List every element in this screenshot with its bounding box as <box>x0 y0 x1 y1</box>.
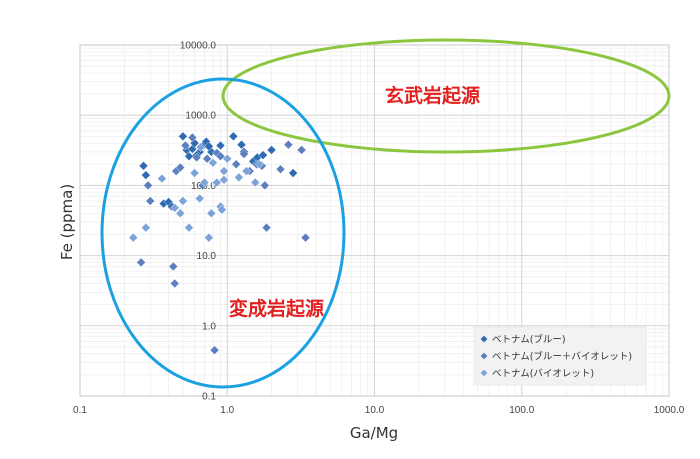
data-point-series-2 <box>231 159 241 169</box>
data-point-series-3 <box>206 208 217 219</box>
legend-label: ベトナム(バイオレット) <box>492 369 594 380</box>
data-point-series-2 <box>187 132 198 143</box>
data-point-series-2 <box>170 278 180 289</box>
y-tick-label: 0.1 <box>202 392 216 403</box>
data-point-series-2 <box>260 180 270 191</box>
data-point-series-1 <box>184 151 194 161</box>
legend-label: ベトナム(ブルー＋バイオレット) <box>492 351 632 363</box>
metamorphic-origin-region <box>100 77 346 389</box>
data-point-series-2 <box>209 345 220 355</box>
x-tick-label: 10.0 <box>365 405 385 416</box>
data-point-series-3 <box>219 175 229 185</box>
data-point-series-2 <box>275 164 286 174</box>
data-point-series-3 <box>241 166 252 176</box>
legend-box <box>473 326 647 386</box>
data-point-series-3 <box>195 142 206 152</box>
data-point-series-2 <box>215 151 226 161</box>
data-point-series-3 <box>178 196 188 206</box>
data-point-series-2 <box>300 232 311 243</box>
data-point-series-1 <box>178 131 188 142</box>
data-point-series-3 <box>222 154 232 164</box>
data-point-series-3 <box>254 159 264 169</box>
x-axis-tick-labels: 0.1 1.0 10.0 100.0 1000.0 <box>73 405 685 416</box>
data-point-series-3 <box>250 177 260 188</box>
data-point-series-1 <box>288 168 298 178</box>
data-point-series-2 <box>296 145 307 155</box>
x-axis-title: Ga/Mg <box>350 424 398 442</box>
x-tick-label: 1000.0 <box>654 405 685 416</box>
plot-area-border <box>79 44 670 397</box>
data-point-series-3 <box>217 205 227 215</box>
y-tick-label: 1.0 <box>202 321 216 332</box>
data-point-series-3 <box>170 203 180 213</box>
y-tick-label: 10.0 <box>197 251 217 262</box>
data-point-series-2 <box>191 152 202 163</box>
data-point-series-3 <box>199 177 210 188</box>
data-point-series-3 <box>234 172 244 183</box>
data-point-series-2 <box>283 140 294 150</box>
data-point-series-1 <box>236 140 247 150</box>
data-point-series-2 <box>239 149 249 159</box>
data-point-series-2 <box>261 222 272 233</box>
data-point-series-1 <box>266 145 277 155</box>
metamorphic-origin-label: 変成岩起源 <box>229 297 324 320</box>
data-point-series-3 <box>157 173 167 184</box>
x-tick-label: 1.0 <box>220 405 234 416</box>
data-point-series-2 <box>143 180 153 191</box>
y-tick-label: 10000.0 <box>180 41 217 52</box>
legend: ベトナム(ブルー) ベトナム(ブルー＋バイオレット) ベトナム(バイオレット) <box>473 326 647 386</box>
basalt-origin-label: 玄武岩起源 <box>385 84 480 107</box>
data-point-series-1 <box>189 138 200 148</box>
legend-marker <box>480 335 488 343</box>
data-point-series-1 <box>204 141 214 152</box>
data-point-series-3 <box>219 166 229 176</box>
legend-label: ベトナム(ブルー) <box>492 334 566 346</box>
data-point-series-2 <box>202 154 212 164</box>
data-point-series-3 <box>128 232 138 243</box>
data-point-series-3 <box>204 232 214 243</box>
data-points <box>128 131 311 355</box>
data-point-series-2 <box>136 257 146 268</box>
data-point-series-2 <box>145 196 155 206</box>
y-tick-label: 1000.0 <box>185 111 216 122</box>
data-point-series-3 <box>208 158 218 168</box>
data-point-series-2 <box>168 261 178 272</box>
data-point-series-1 <box>141 170 151 180</box>
legend-marker <box>480 352 488 360</box>
x-tick-label: 0.1 <box>73 405 87 416</box>
data-point-series-3 <box>212 177 222 188</box>
data-point-series-3 <box>189 168 200 178</box>
data-point-series-1 <box>215 140 226 151</box>
data-point-series-3 <box>175 208 185 219</box>
data-point-series-2 <box>180 140 191 151</box>
data-point-series-2 <box>212 148 222 158</box>
data-point-series-1 <box>138 161 149 171</box>
legend-marker <box>480 369 488 377</box>
data-point-series-1 <box>258 150 268 160</box>
data-point-series-3 <box>184 222 194 233</box>
basalt-origin-region <box>221 38 671 154</box>
data-point-series-3 <box>141 222 151 233</box>
y-axis-title: Fe (ppma) <box>58 184 76 260</box>
data-point-series-2 <box>175 162 185 173</box>
x-tick-label: 100.0 <box>509 405 534 416</box>
data-point-series-3 <box>195 193 205 204</box>
data-point-series-1 <box>228 131 239 142</box>
